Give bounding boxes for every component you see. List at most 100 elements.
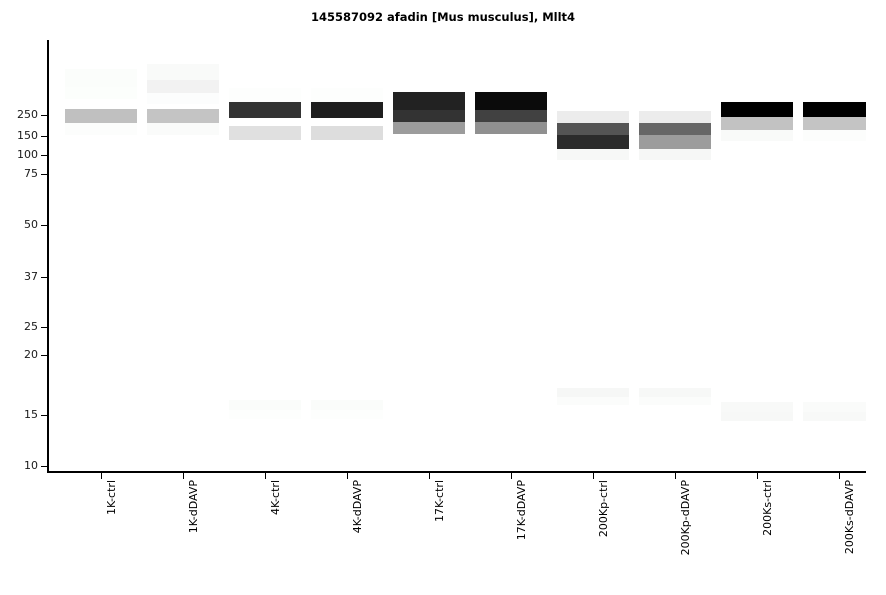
gel-lanes-area [49, 40, 866, 471]
y-tick-mark [41, 136, 48, 137]
lane-label-200kp-ddavp: 200Kp-dDAVP [679, 480, 692, 556]
gel-lane [229, 40, 301, 471]
gel-band [311, 88, 383, 102]
y-tick-label: 100 [17, 148, 38, 161]
gel-band [475, 92, 547, 110]
gel-band [229, 400, 301, 410]
y-tick-mark [41, 277, 48, 278]
gel-band [639, 123, 711, 135]
gel-band [229, 126, 301, 140]
gel-band [65, 69, 137, 87]
y-tick-label: 50 [24, 218, 38, 231]
gel-band [229, 88, 301, 102]
gel-band [639, 135, 711, 149]
gel-band [311, 410, 383, 419]
gel-band [311, 126, 383, 140]
gel-band [721, 117, 793, 130]
lane-label-200ks-ddavp: 200Ks-dDAVP [843, 480, 856, 555]
y-tick-label: 20 [24, 348, 38, 361]
lane-label-200kp-ctrl: 200Kp-ctrl [597, 480, 610, 538]
x-tick-mark [839, 473, 840, 479]
x-tick-mark [265, 473, 266, 479]
y-tick-mark [41, 466, 48, 467]
gel-band [557, 111, 629, 123]
y-tick-label: 250 [17, 108, 38, 121]
x-tick-mark [183, 473, 184, 479]
x-tick-mark [101, 473, 102, 479]
gel-band [557, 149, 629, 160]
gel-band [721, 402, 793, 412]
lane-label-1k-ctrl: 1K-ctrl [105, 480, 118, 515]
gel-lane [65, 40, 137, 471]
gel-band [147, 123, 219, 135]
gel-band [475, 110, 547, 122]
x-tick-mark [347, 473, 348, 479]
x-tick-mark [593, 473, 594, 479]
gel-band [803, 402, 866, 412]
y-tick-label: 10 [24, 459, 38, 472]
gel-band [639, 397, 711, 405]
gel-band [229, 102, 301, 118]
gel-lane [557, 40, 629, 471]
gel-band [639, 149, 711, 160]
x-tick-mark [757, 473, 758, 479]
lane-label-17k-ddavp: 17K-dDAVP [515, 480, 528, 541]
gel-band [557, 388, 629, 397]
gel-band [557, 123, 629, 135]
gel-band [639, 111, 711, 123]
y-tick-label: 37 [24, 270, 38, 283]
gel-lane [721, 40, 793, 471]
gel-band [147, 64, 219, 80]
lane-label-4k-ddavp: 4K-dDAVP [351, 480, 364, 534]
gel-band [311, 102, 383, 118]
x-axis-line [47, 471, 866, 473]
gel-lane [311, 40, 383, 471]
lane-label-4k-ctrl: 4K-ctrl [269, 480, 282, 515]
gel-band [557, 135, 629, 149]
y-tick-label: 150 [17, 129, 38, 142]
gel-band [393, 92, 465, 110]
y-tick-label: 25 [24, 320, 38, 333]
gel-band [475, 122, 547, 134]
gel-band [639, 388, 711, 397]
gel-band [721, 130, 793, 141]
y-tick-mark [41, 174, 48, 175]
y-tick-mark [41, 115, 48, 116]
x-tick-mark [429, 473, 430, 479]
y-tick-mark [41, 225, 48, 226]
x-tick-mark [511, 473, 512, 479]
gel-band [393, 110, 465, 122]
gel-band [147, 93, 219, 104]
lane-label-17k-ctrl: 17K-ctrl [433, 480, 446, 522]
y-tick-mark [41, 355, 48, 356]
y-axis-line [47, 40, 49, 473]
gel-lane [803, 40, 866, 471]
y-tick-mark [41, 327, 48, 328]
y-tick-mark [41, 155, 48, 156]
gel-band [803, 102, 866, 117]
gel-lane [475, 40, 547, 471]
lane-label-1k-ddavp: 1K-dDAVP [187, 480, 200, 534]
lane-label-200ks-ctrl: 200Ks-ctrl [761, 480, 774, 536]
gel-lane [639, 40, 711, 471]
y-tick-label: 75 [24, 167, 38, 180]
gel-band [393, 122, 465, 134]
gel-band [803, 117, 866, 130]
page-title: 145587092 afadin [Mus musculus], Mllt4 [310, 10, 576, 24]
gel-band [229, 410, 301, 419]
gel-band [65, 87, 137, 99]
gel-band [721, 412, 793, 421]
y-tick-mark [41, 415, 48, 416]
gel-band [311, 400, 383, 410]
gel-band [147, 109, 219, 123]
gel-band [147, 80, 219, 93]
gel-lane [393, 40, 465, 471]
gel-band [557, 397, 629, 405]
gel-band [65, 109, 137, 123]
gel-band [803, 130, 866, 141]
gel-band [803, 412, 866, 421]
gel-band [65, 123, 137, 135]
gel-lane [147, 40, 219, 471]
x-tick-mark [675, 473, 676, 479]
